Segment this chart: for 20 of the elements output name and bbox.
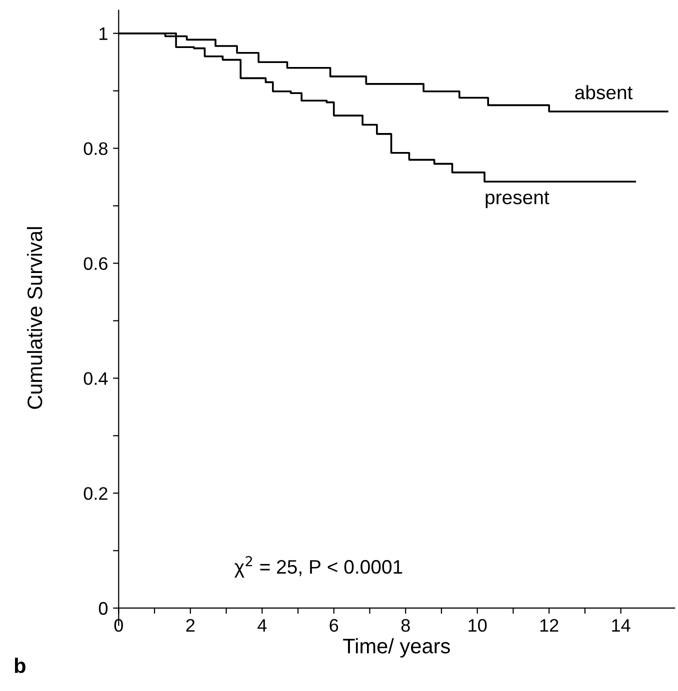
- annotation: χ$^{2}$ = 25, P < 0.0001: [234, 556, 402, 578]
- x-tick-label: 12: [540, 619, 558, 632]
- y-tick-label: 0.8: [84, 142, 108, 156]
- x-tick-label: 6: [330, 619, 338, 632]
- series-label: present: [486, 191, 550, 208]
- y-tick-label: 0.6: [84, 257, 108, 270]
- x-tick-label: 4: [258, 619, 267, 632]
- x-tick-label: 8: [401, 619, 410, 632]
- y-axis-title: Cumulative Survival: [26, 227, 42, 409]
- y-tick-label: 1: [100, 27, 108, 40]
- x-tick-label: 14: [612, 619, 630, 632]
- text: b: [14, 658, 26, 674]
- y-tick-label: 0: [98, 602, 108, 615]
- x-tick-label: 10: [468, 619, 487, 632]
- x-axis-title: Time/ years: [343, 638, 450, 658]
- y-tick-label: 0.4: [84, 372, 108, 385]
- series-label: absent: [575, 85, 633, 100]
- x-tick-label: 2: [186, 619, 194, 632]
- x-tick-label: 0: [114, 619, 123, 632]
- y-tick-label: 0.2: [84, 487, 108, 500]
